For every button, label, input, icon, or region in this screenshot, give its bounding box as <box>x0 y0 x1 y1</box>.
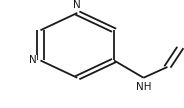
Text: NH: NH <box>136 82 151 92</box>
Text: N: N <box>29 56 37 65</box>
Text: N: N <box>73 0 81 10</box>
